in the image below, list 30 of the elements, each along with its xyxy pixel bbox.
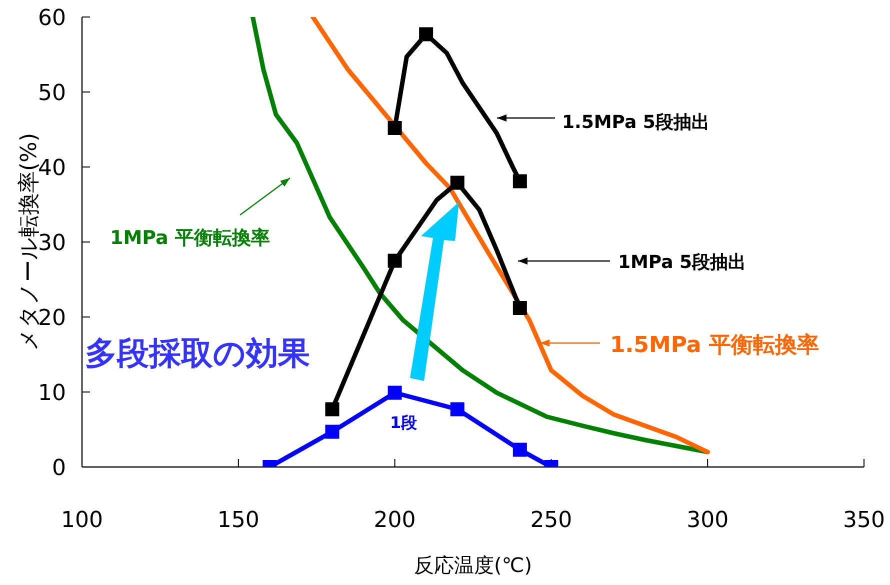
legend-label: 1.5MPa 平衡転換率 [610,332,819,358]
x-tick-label: 200 [374,508,416,533]
text: 1MPa 5段抽出 [618,252,746,273]
point [388,386,402,400]
y-tick-label: 50 [38,81,66,106]
x-tick-label: 300 [686,508,729,533]
x-tick-label: 250 [530,508,572,533]
legend-label: 1.5MPa 5段抽出 [562,112,710,133]
y-tick-label: 0 [52,456,66,481]
point [388,254,402,268]
point [512,174,527,188]
point [388,121,402,135]
y-tick-label: 30 [38,231,66,256]
x-tick-label: 350 [843,508,885,533]
text: 1MPa 平衡転換率 [110,227,270,249]
point [325,402,340,416]
y-tick-label: 10 [38,381,66,406]
annotation: 多段採取の効果 [85,334,310,372]
x-tick-label: 150 [217,508,260,533]
point [419,27,434,42]
point [325,424,340,439]
point [512,301,527,315]
y-tick-label: 20 [38,306,66,331]
point [450,176,464,190]
x-tick-label: 100 [61,508,103,533]
series-label: 1段 [390,413,418,432]
y-tick-label: 60 [38,6,66,31]
point [512,442,527,457]
point [450,402,464,416]
x-axis-title: 反応温度(℃) [414,553,532,577]
